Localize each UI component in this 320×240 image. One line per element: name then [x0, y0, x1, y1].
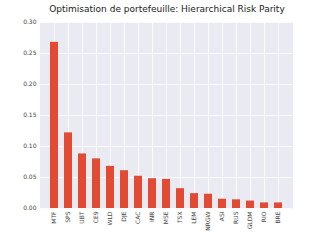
svg-text:MSE: MSE [162, 211, 169, 224]
svg-text:RUS: RUS [232, 211, 239, 224]
svg-text:0.10: 0.10 [23, 142, 37, 149]
svg-text:0.05: 0.05 [23, 173, 37, 180]
svg-text:TSX: TSX [176, 212, 183, 225]
svg-text:NRGW: NRGW [204, 211, 211, 230]
svg-text:ASI: ASI [218, 211, 225, 221]
svg-text:WLD: WLD [106, 211, 113, 225]
svg-text:0.15: 0.15 [23, 111, 37, 118]
svg-text:GLDM: GLDM [246, 212, 253, 230]
svg-text:RIO: RIO [260, 211, 267, 222]
svg-text:UBT: UBT [78, 211, 85, 224]
svg-text:SPS: SPS [64, 211, 71, 222]
svg-text:LEM: LEM [190, 212, 197, 224]
svg-text:MTF: MTF [50, 211, 57, 224]
svg-text:BRE: BRE [274, 211, 281, 223]
svg-text:DJE: DJE [120, 211, 128, 221]
html-text:Optimisation de portefeuille:: Optimisation de portefeuille: Hierarchic… [49, 4, 285, 14]
svg-text:0.20: 0.20 [23, 80, 37, 87]
svg-text:INR: INR [148, 212, 155, 222]
svg-text:0.25: 0.25 [23, 49, 37, 56]
svg-text:CAC: CAC [134, 212, 141, 224]
svg-text:0.00: 0.00 [23, 204, 37, 211]
svg-text:0.30: 0.30 [23, 18, 37, 25]
svg-text:CE9: CE9 [92, 211, 99, 223]
